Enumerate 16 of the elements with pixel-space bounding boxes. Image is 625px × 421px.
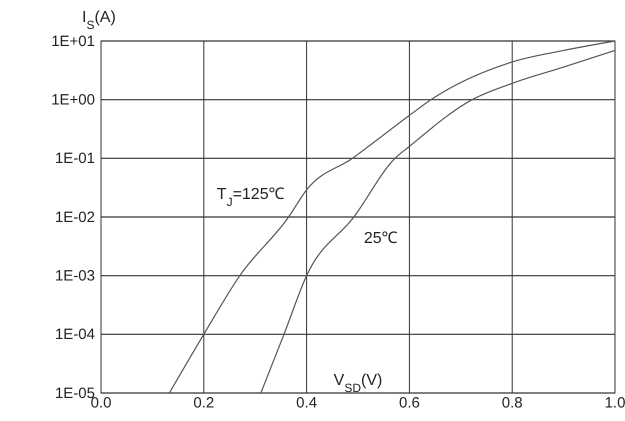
x-tick-label: 0.6 (398, 394, 420, 412)
x-tick-label: 0.8 (502, 394, 523, 412)
series-label: T$_{J}$=125℃ (216, 186, 285, 209)
y-tick-label: 1E-01 (54, 150, 95, 168)
y-tick-label: 1E-03 (54, 267, 95, 284)
x-tick-label: 0.4 (296, 394, 318, 412)
y-tick-label: 1E+01 (51, 32, 95, 50)
x-tick-label: 1.0 (604, 394, 625, 412)
y-tick-label: 1E-02 (54, 208, 95, 226)
series-label: 25℃ (364, 230, 398, 247)
x-tick-label: 0.2 (193, 394, 214, 412)
x-axis-title: V$_{SD}$(V) (334, 372, 382, 395)
y-axis-title: I$_{S}$(A) (82, 9, 116, 32)
line-series (168, 40, 616, 394)
y-tick-label: 1E+00 (51, 91, 95, 108)
y-tick-label: 1E-04 (54, 326, 95, 344)
